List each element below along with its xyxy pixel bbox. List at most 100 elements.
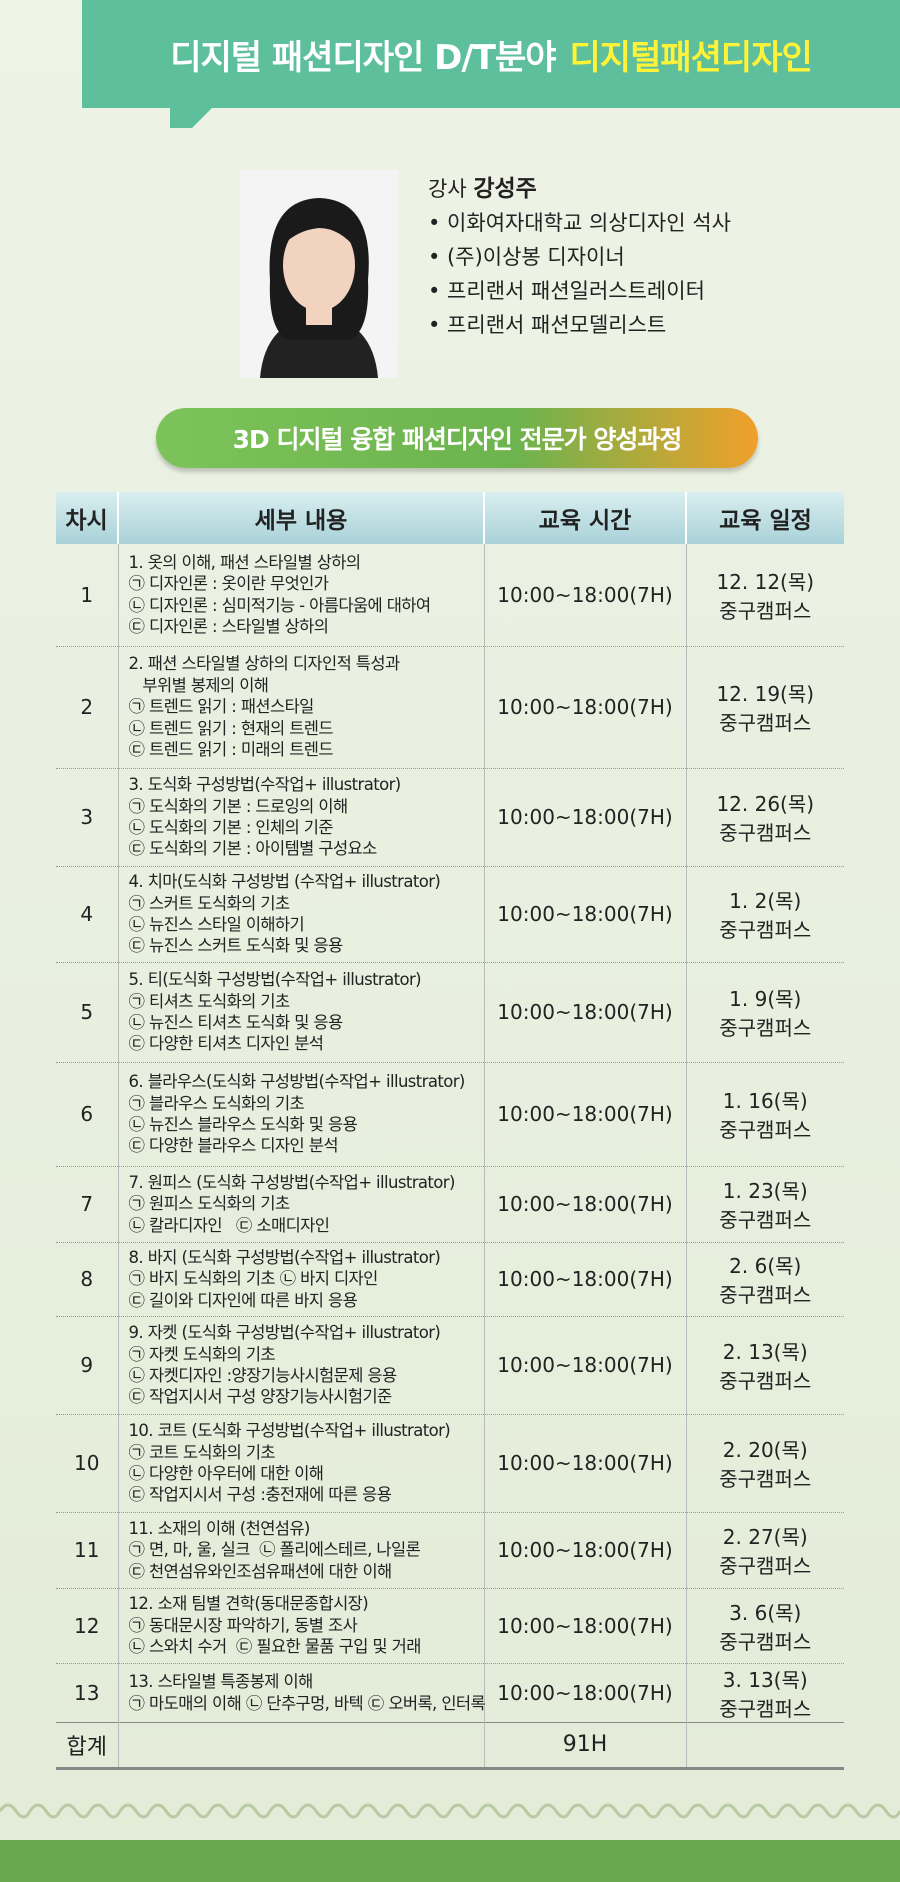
leaf-pattern [778, 1803, 812, 1819]
session-time: 10:00~18:00(7H) [483, 1316, 686, 1415]
instructor-photo [240, 170, 398, 378]
content-line: 1. 옷의 이해, 패션 스타일별 상하의 [128, 552, 362, 572]
date-line: 2. 6(목) [729, 1254, 802, 1278]
date-line: 중구캠퍼스 [719, 1118, 812, 1142]
session-content: 8. 바지 (도식화 구성방법(수작업+ illustrator) ㉠ 바지 도식… [117, 1242, 484, 1317]
content-line: ㉠ 트렌드 읽기 : 패션스타일 [128, 697, 315, 717]
total-time: 91H [483, 1721, 686, 1770]
date-line: 중구캠퍼스 [719, 1369, 812, 1393]
content-line: ㉡ 디자인론 : 심미적기능 - 아름다움에 대하여 [128, 595, 432, 615]
session-time: 10:00~18:00(7H) [483, 1414, 686, 1513]
session-time: 10:00~18:00(7H) [483, 1166, 686, 1243]
content-line: ㉢ 뉴진스 스커트 도식화 및 응용 [128, 936, 344, 956]
leaf-pattern [568, 1803, 602, 1819]
session-time: 10:00~18:00(7H) [483, 1512, 686, 1589]
instructor-name: 강성주 [473, 176, 537, 202]
content-line: ㉢ 도식화의 기본 : 아이템별 구성요소 [128, 839, 378, 859]
leaf-pattern [118, 1803, 152, 1819]
leaf-pattern [748, 1803, 782, 1819]
date-line: 12. 12(목) [716, 569, 815, 594]
session-time: 10:00~18:00(7H) [483, 768, 686, 867]
content-line: ㉠ 동대문시장 파악하기, 동별 조사 [128, 1615, 358, 1635]
session-content: 2. 패션 스타일별 상하의 디자인적 특성과 부위별 봉제의 이해 ㉠ 트렌드 … [117, 646, 484, 769]
table-row: 3 3. 도식화 구성방법(수작업+ illustrator) ㉠ 도식화의 기본 … [56, 768, 844, 867]
content-line: ㉠ 스커트 도식화의 기초 [128, 893, 291, 913]
content-line: ㉠ 자켓 도식화의 기초 [128, 1344, 276, 1364]
leaf-pattern [28, 1803, 62, 1819]
leaf-pattern [808, 1803, 842, 1819]
session-date: 12. 19(목) 중구캠퍼스 [685, 646, 844, 769]
session-number: 5 [56, 962, 118, 1063]
date-line: 중구캠퍼스 [719, 1467, 812, 1491]
content-line: ㉠ 코트 도식화의 기초 [128, 1442, 276, 1462]
table-header: 교육 시간 [483, 492, 686, 544]
content-line: ㉠ 티셔츠 도식화의 기초 [128, 991, 291, 1011]
schedule-table: 차시 세부 내용 교육 시간 교육 일정 1 1. 옷의 이해, 패션 스타일별 상하의… [56, 492, 844, 1770]
leaf-pattern [268, 1803, 302, 1819]
content-line: 6. 블라우스(도식화 구성방법(수작업+ illustrator) [128, 1072, 466, 1092]
career-item: • 프리랜서 패션일러스트레이터 [428, 279, 705, 303]
content-line: 13. 스타일별 특종봉제 이해 [128, 1672, 314, 1692]
session-content: 10. 코트 (도식화 구성방법(수작업+ illustrator) ㉠ 코트 도… [117, 1414, 484, 1513]
content-line: ㉠ 바지 도식화의 기초 ㉡ 바지 디자인 [128, 1269, 379, 1289]
leaf-pattern [418, 1803, 452, 1819]
banner-tail [170, 106, 214, 128]
leaf-pattern [598, 1803, 632, 1819]
table-header: 교육 일정 [685, 492, 844, 544]
session-date: 3. 13(목) 중구캠퍼스 [685, 1663, 844, 1723]
total-empty [117, 1721, 484, 1770]
content-line: ㉡ 도식화의 기본 : 인체의 기준 [128, 818, 334, 837]
date-line: 2. 27(목) [722, 1525, 808, 1549]
content-line: ㉢ 작업지시서 구성 :충전재에 따른 응용 [128, 1485, 392, 1505]
session-number: 6 [56, 1062, 118, 1167]
table-row: 2 2. 패션 스타일별 상하의 디자인적 특성과 부위별 봉제의 이해 ㉠ 트렌드… [56, 646, 844, 769]
session-time: 10:00~18:00(7H) [483, 646, 686, 769]
content-line: ㉠ 마도매의 이해 ㉡ 단추구멍, 바텍 ㉢ 오버록, 인터록 [128, 1693, 486, 1713]
session-date: 2. 13(목) 중구캠퍼스 [685, 1316, 844, 1415]
content-line: 2. 패션 스타일별 상하의 디자인적 특성과 [128, 654, 401, 674]
table-row: 4 4. 치마(도식화 구성방법 (수작업+ illustrator) ㉠ 스커트 … [56, 866, 844, 963]
date-line: 1. 2(목) [729, 889, 802, 913]
content-line: ㉡ 뉴진스 스타일 이해하기 [128, 915, 305, 934]
date-line: 1. 23(목) [722, 1179, 808, 1203]
session-date: 1. 16(목) 중구캠퍼스 [685, 1062, 844, 1167]
leaf-pattern [538, 1803, 572, 1819]
table-header: 세부 내용 [117, 492, 484, 544]
session-number: 11 [56, 1512, 118, 1589]
date-line: 3. 13(목) [722, 1667, 808, 1692]
total-empty [685, 1721, 844, 1770]
table-row: 8 8. 바지 (도식화 구성방법(수작업+ illustrator) ㉠ 바지 도… [56, 1242, 844, 1317]
content-line: ㉠ 디자인론 : 옷이란 무엇인가 [128, 574, 329, 594]
content-line: 3. 도식화 구성방법(수작업+ illustrator) [128, 775, 402, 795]
leaf-pattern [148, 1803, 182, 1819]
leaf-pattern [628, 1803, 662, 1819]
content-line: ㉡ 뉴진스 티셔츠 도식화 및 응용 [128, 1013, 344, 1032]
session-time: 10:00~18:00(7H) [483, 962, 686, 1063]
session-number: 4 [56, 866, 118, 963]
session-time: 10:00~18:00(7H) [483, 1242, 686, 1317]
session-date: 12. 26(목) 중구캠퍼스 [685, 768, 844, 867]
leaf-pattern [298, 1803, 332, 1819]
leaf-pattern [658, 1803, 692, 1819]
leaf-pattern [508, 1803, 542, 1819]
table-row: 12 12. 소재 팀별 견학(동대문종합시장) ㉠ 동대문시장 파악하기, 동별 … [56, 1588, 844, 1664]
career-item: • 이화여자대학교 의상디자인 석사 [428, 211, 731, 235]
content-line: ㉡ 다양한 아우터에 대한 이해 [128, 1464, 324, 1483]
session-number: 9 [56, 1316, 118, 1415]
content-line: ㉢ 다양한 블라우스 디자인 분석 [128, 1136, 339, 1156]
date-line: 중구캠퍼스 [719, 821, 812, 845]
session-number: 2 [56, 646, 118, 769]
leaf-pattern [58, 1803, 92, 1819]
session-date: 12. 12(목) 중구캠퍼스 [685, 544, 844, 647]
table-row: 13 13. 스타일별 특종봉제 이해 ㉠ 마도매의 이해 ㉡ 단추구멍, 바텍 ㉢… [56, 1663, 844, 1723]
table-row: 6 6. 블라우스(도식화 구성방법(수작업+ illustrator) ㉠ 블라우… [56, 1062, 844, 1167]
leaf-pattern [838, 1803, 872, 1819]
date-line: 중구캠퍼스 [719, 918, 812, 942]
session-content: 3. 도식화 구성방법(수작업+ illustrator) ㉠ 도식화의 기본 :… [117, 768, 484, 867]
date-line: 12. 19(목) [716, 682, 815, 706]
session-number: 7 [56, 1166, 118, 1243]
session-number: 8 [56, 1242, 118, 1317]
session-date: 1. 9(목) 중구캠퍼스 [685, 962, 844, 1063]
session-date: 3. 6(목) 중구캠퍼스 [685, 1588, 844, 1664]
